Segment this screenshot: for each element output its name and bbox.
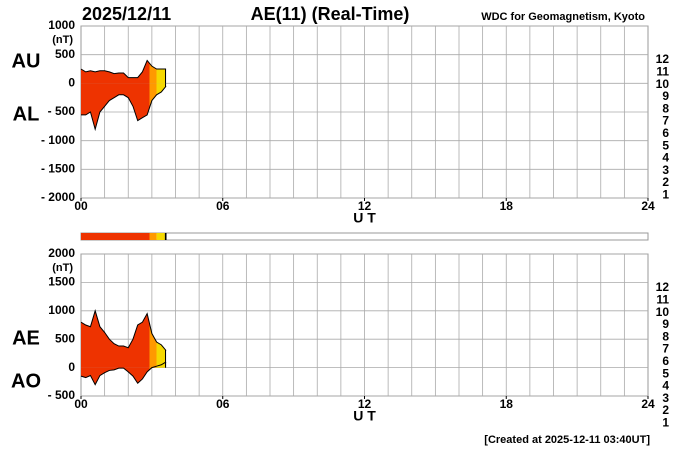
color-scale-label: 6 [662, 126, 669, 140]
x-tick-label: 24 [641, 397, 655, 411]
color-scale-label: 2 [662, 403, 669, 417]
color-scale-label: 4 [662, 151, 669, 165]
coverage-segment [164, 233, 167, 240]
color-scale-label: 5 [662, 366, 669, 380]
series-label: AL [13, 103, 40, 125]
y-tick-label: 500 [55, 47, 75, 61]
color-scale-label: 7 [662, 114, 669, 128]
color-scale-label: 10 [656, 77, 670, 91]
x-tick-label: 12 [358, 199, 372, 213]
x-tick-label: 00 [74, 397, 88, 411]
y-tick-label: - 2000 [41, 190, 75, 204]
line [80, 361, 167, 386]
coverage-segment [81, 233, 150, 240]
coverage-segment [156, 233, 165, 240]
line [80, 59, 167, 79]
y-tick-label: - 500 [48, 104, 76, 118]
y-tick-label: 1500 [48, 275, 75, 289]
color-scale-label: 11 [656, 64, 669, 78]
y-tick-label: 2000 [48, 246, 75, 260]
color-scale-label: 2 [662, 175, 669, 189]
x-tick-label: 18 [500, 199, 514, 213]
color-scale-label: 8 [662, 101, 669, 115]
line [80, 309, 167, 351]
x-tick-label: 18 [500, 397, 514, 411]
y-tick-label: - 1000 [41, 133, 75, 147]
x-tick-label: 06 [216, 199, 230, 213]
series-label: AU [12, 50, 41, 72]
x-tick-label: 24 [641, 199, 655, 213]
color-scale-label: 7 [662, 342, 669, 356]
title: AE(11) (Real-Time) [251, 4, 410, 24]
color-scale-label: 3 [662, 391, 669, 405]
area [81, 83, 167, 130]
series-label: AE [12, 327, 40, 349]
footer: [Created at 2025-12-11 03:40UT] [484, 434, 650, 446]
y-tick-label: 1000 [48, 303, 75, 317]
area [81, 361, 167, 385]
y-tick-label: 500 [55, 331, 75, 345]
y-tick-label: 1000 [48, 18, 75, 32]
unit-label: (nT) [52, 34, 73, 46]
x-axis-label: U T [353, 408, 376, 424]
date: 2025/12/11 [82, 4, 171, 24]
color-scale-label: 9 [662, 89, 669, 103]
y-tick-label: 0 [68, 360, 75, 374]
color-scale-label: 1 [662, 187, 669, 201]
color-scale-label: 5 [662, 138, 669, 152]
color-scale-label: 12 [656, 280, 670, 294]
line [81, 85, 167, 132]
color-scale-label: 3 [662, 163, 669, 177]
color-scale-label: 12 [656, 52, 670, 66]
series-label: AO [11, 370, 41, 392]
x-axis-label: U T [353, 210, 376, 226]
color-scale-label: 9 [662, 317, 669, 331]
x-tick-label: 06 [216, 397, 230, 411]
area [81, 310, 167, 368]
color-scale-label: 10 [656, 305, 670, 319]
x-tick-label: 00 [74, 199, 88, 213]
color-scale-label: 1 [662, 415, 669, 429]
unit-label: (nT) [52, 262, 73, 274]
coverage-segment [149, 233, 157, 240]
source: WDC for Geomagnetism, Kyoto [481, 11, 645, 23]
y-tick-label: 0 [68, 76, 75, 90]
color-scale-label: 8 [662, 329, 669, 343]
x-tick-label: 12 [358, 397, 372, 411]
color-scale-label: 11 [656, 292, 669, 306]
y-tick-label: - 500 [48, 388, 76, 402]
color-scale-label: 6 [662, 354, 669, 368]
y-tick-label: - 1500 [41, 162, 75, 176]
color-scale-label: 4 [662, 379, 669, 393]
